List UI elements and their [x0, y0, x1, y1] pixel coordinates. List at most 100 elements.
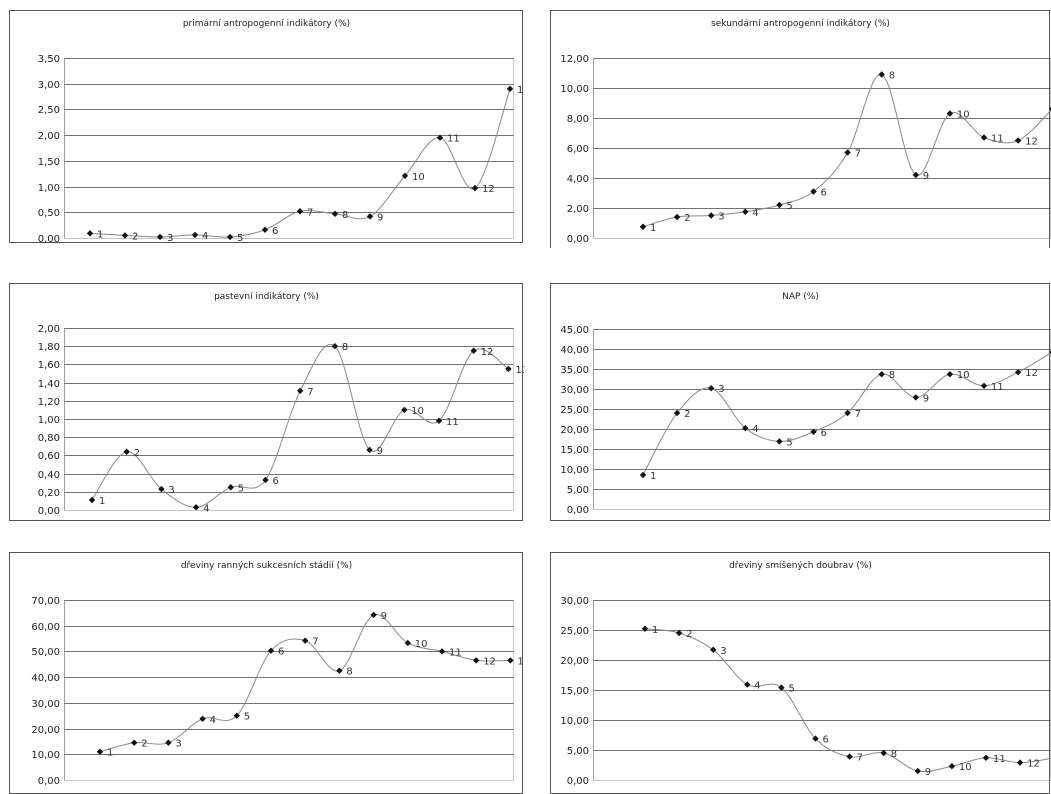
data-point — [776, 201, 783, 209]
data-point — [370, 611, 377, 619]
y-tick-label: 0,00 — [567, 505, 589, 516]
chart-svg: dřeviny smíšených doubrav (%) 0,00 5,00 10,… — [550, 552, 1051, 794]
y-tick-label: 40,00 — [560, 345, 589, 356]
data-point — [401, 406, 408, 414]
data-point — [1014, 137, 1022, 144]
y-tick-label: 2,00 — [567, 204, 589, 215]
data-point — [158, 485, 165, 493]
y-tick-label: 10,00 — [560, 465, 589, 476]
y-tick-label: 10,00 — [31, 750, 60, 761]
chart-title: sekundární antropogenní indikátory (%) — [711, 19, 890, 29]
chart-svg: NAP (%) 0,00 5,00 10,00 15,00 20,00 25,00 30,00… — [550, 283, 1051, 521]
data-point — [96, 748, 104, 755]
chart-border — [9, 552, 523, 794]
data-point — [226, 233, 234, 241]
data-label: 7 — [855, 149, 861, 160]
data-label: 7 — [312, 637, 318, 648]
data-label: 9 — [381, 611, 387, 622]
data-point — [131, 739, 138, 746]
y-tick-label: 10,00 — [560, 84, 589, 95]
data-point — [261, 226, 269, 233]
y-tick-label: 2,00 — [38, 324, 60, 335]
y-tick-label: 0,00 — [567, 234, 589, 245]
data-label: 8 — [346, 667, 352, 678]
series-line — [99, 614, 511, 753]
data-label: 4 — [752, 208, 758, 219]
data-label: 12 — [1027, 759, 1040, 770]
data-point — [366, 446, 373, 454]
data-point — [742, 208, 749, 215]
data-label: 9 — [923, 393, 929, 404]
chart-svg: sekundární antropogenní indikátory (%) 0,… — [550, 10, 1051, 248]
y-tick-label: 70,00 — [31, 596, 60, 607]
data-label: 1 — [652, 625, 658, 636]
y-tick-label: 1,20 — [38, 397, 60, 408]
y-tick-label: 2,50 — [38, 105, 60, 116]
data-label: 4 — [202, 231, 208, 242]
data-point — [165, 739, 172, 746]
chart-panel-secondary-anthropogenic: sekundární antropogenní indikátory (%) 0,… — [550, 8, 1051, 248]
data-label: 2 — [686, 629, 692, 640]
y-tick-label: 2,00 — [38, 131, 60, 142]
y-tick-label: 4,00 — [567, 174, 589, 185]
y-tick-label: 5,00 — [567, 746, 589, 757]
data-label: 12 — [483, 656, 496, 667]
y-tick-label: 30,00 — [560, 385, 589, 396]
data-label: 12 — [481, 347, 494, 358]
y-tick-label: 30,00 — [31, 699, 60, 710]
data-point — [810, 188, 817, 195]
data-label: 7 — [855, 409, 861, 420]
chart-border — [9, 283, 523, 521]
y-tick-label: 0,40 — [38, 470, 60, 481]
y-tick-label: 40,00 — [31, 673, 60, 684]
data-label: 3 — [168, 485, 174, 496]
data-label: 2 — [684, 409, 690, 420]
data-label: 8 — [342, 210, 348, 221]
data-point — [639, 471, 647, 479]
data-point — [366, 213, 374, 220]
data-label: 13 — [517, 656, 524, 667]
y-tick-label: 1,50 — [38, 157, 60, 168]
data-point — [946, 371, 954, 378]
data-point — [473, 657, 480, 664]
data-label: 2 — [141, 739, 147, 750]
data-label: 2 — [684, 213, 690, 224]
y-tick-label: 3,50 — [38, 54, 60, 65]
data-point — [438, 648, 446, 655]
y-tick-label: 50,00 — [31, 647, 60, 658]
data-label: 5 — [786, 437, 792, 448]
data-point — [878, 371, 885, 378]
data-point — [641, 625, 649, 632]
data-label: 8 — [889, 370, 895, 381]
data-point — [470, 347, 477, 354]
y-tick-label: 15,00 — [560, 445, 589, 456]
y-tick-label: 20,00 — [31, 725, 60, 736]
data-point — [744, 681, 751, 688]
data-point — [227, 484, 234, 491]
data-point — [471, 184, 479, 192]
y-tick-label: 3,00 — [38, 80, 60, 91]
y-tick-label: 6,00 — [567, 144, 589, 155]
chart-svg: dřeviny ranných sukcesních stádií (%) 0,0… — [9, 552, 524, 794]
data-label: 6 — [272, 226, 278, 237]
data-label: 11 — [446, 417, 459, 428]
data-label: 5 — [238, 483, 244, 494]
y-tick-label: 35,00 — [560, 365, 589, 376]
series-line — [89, 88, 511, 238]
data-point — [914, 767, 921, 775]
data-label: 4 — [752, 424, 758, 435]
data-label: 9 — [377, 212, 383, 223]
y-tick-label: 0,00 — [567, 776, 589, 787]
y-tick-label: 0,00 — [38, 506, 60, 517]
data-point — [192, 504, 200, 511]
data-point — [191, 231, 199, 239]
data-label: 10 — [411, 406, 424, 417]
y-tick-label: 25,00 — [560, 405, 589, 416]
data-point — [846, 753, 853, 760]
data-label: 12 — [1025, 368, 1038, 379]
data-label: 1 — [650, 471, 656, 482]
y-tick-label: 0,80 — [38, 433, 60, 444]
data-label: 6 — [821, 428, 827, 439]
data-point — [123, 448, 130, 455]
data-label: 1 — [107, 748, 113, 759]
